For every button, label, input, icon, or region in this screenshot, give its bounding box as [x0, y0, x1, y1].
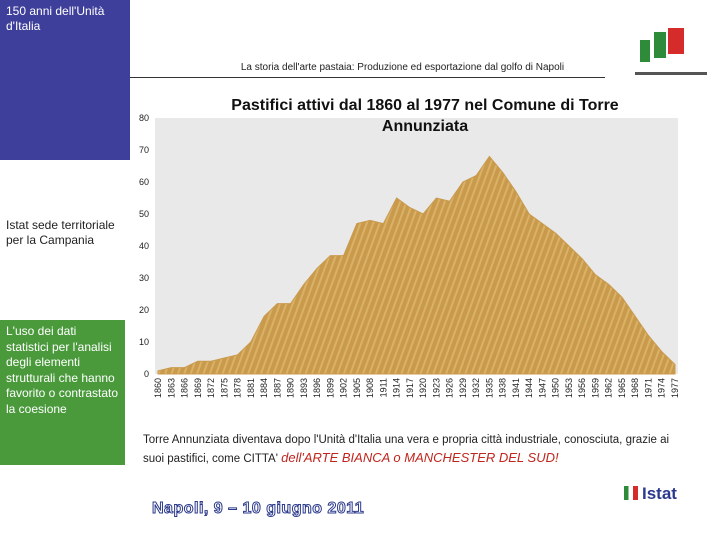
x-tick-label: 1908 — [365, 378, 375, 398]
logo-flag — [624, 486, 638, 500]
x-tick-label: 1941 — [511, 378, 521, 398]
x-tick-label: 1875 — [219, 378, 229, 398]
x-tick-label: 1920 — [418, 378, 428, 398]
x-tick-label: 1914 — [392, 378, 402, 398]
x-tick-label: 1935 — [484, 378, 494, 398]
x-tick-label: 1902 — [339, 378, 349, 398]
x-tick-label: 1884 — [259, 378, 269, 398]
x-tick-label: 1863 — [166, 378, 176, 398]
y-tick-label: 30 — [139, 273, 149, 283]
x-tick-label: 1974 — [657, 378, 667, 398]
x-tick-label: 1896 — [312, 378, 322, 398]
caption-text: Torre Annunziata diventava dopo l'Unità … — [143, 434, 670, 465]
caption: Torre Annunziata diventava dopo l'Unità … — [143, 432, 688, 468]
x-tick-label: 1881 — [246, 378, 256, 398]
x-tick-label: 1866 — [180, 378, 190, 398]
x-tick-label: 1917 — [405, 378, 415, 398]
x-tick-label: 1968 — [630, 378, 640, 398]
footer-event: Napoli, 9 – 10 giugno 2011 — [151, 500, 365, 518]
footer-logo: Istat — [642, 484, 677, 503]
x-tick-label: 1947 — [537, 378, 547, 398]
x-tick-label: 1977 — [670, 378, 680, 398]
x-tick-label: 1944 — [524, 378, 534, 398]
flag — [668, 28, 684, 54]
header-rule — [130, 77, 605, 78]
x-tick-label: 1899 — [325, 378, 335, 398]
x-tick-label: 1878 — [233, 378, 243, 398]
logo-flags — [635, 28, 707, 75]
x-tick-label: 1926 — [445, 378, 455, 398]
y-tick-label: 70 — [139, 145, 149, 155]
x-tick-label: 1929 — [458, 378, 468, 398]
logo-bar — [635, 72, 707, 75]
x-tick-label: 1953 — [564, 378, 574, 398]
x-tick-label: 1887 — [272, 378, 282, 398]
subtitle: La storia dell'arte pastaia: Produzione … — [240, 62, 565, 73]
x-tick-label: 1872 — [206, 378, 216, 398]
y-tick-label: 10 — [139, 337, 149, 347]
x-tick-label: 1950 — [551, 378, 561, 398]
chart-title: Pastifici attivi dal 1860 al 1977 nel Co… — [231, 97, 619, 135]
x-tick-label: 1911 — [378, 378, 388, 397]
x-tick-label: 1860 — [153, 378, 163, 398]
sidebar-topic: L'uso dei dati statistici per l'analisi … — [6, 324, 119, 416]
x-tick-label: 1932 — [471, 378, 481, 398]
x-tick-label: 1965 — [617, 378, 627, 398]
x-tick-label: 1890 — [286, 378, 296, 398]
x-tick-label: 1923 — [431, 378, 441, 398]
x-tick-label: 1971 — [643, 378, 653, 398]
x-tick-label: 1905 — [352, 378, 362, 398]
y-tick-label: 80 — [139, 113, 149, 123]
y-tick-label: 0 — [144, 369, 149, 379]
y-tick-label: 50 — [139, 209, 149, 219]
flag — [654, 32, 666, 58]
sidebar-office: Istat sede territoriale per la Campania — [6, 218, 115, 247]
y-tick-label: 40 — [139, 241, 149, 251]
x-tick-label: 1938 — [498, 378, 508, 398]
x-tick-label: 1869 — [193, 378, 203, 398]
badge-text: 150 anni dell'Unità d'Italia — [6, 4, 105, 33]
topic-box — [0, 320, 125, 465]
badge-box — [0, 0, 130, 160]
flag — [640, 40, 650, 62]
x-tick-label: 1959 — [590, 378, 600, 398]
y-tick-label: 60 — [139, 177, 149, 187]
x-tick-label: 1962 — [604, 378, 614, 398]
x-tick-label: 1956 — [577, 378, 587, 398]
x-tick-label: 1893 — [299, 378, 309, 398]
caption-highlight: dell'ARTE BIANCA o MANCHESTER DEL SUD! — [281, 450, 559, 465]
area — [157, 155, 676, 375]
y-tick-label: 20 — [139, 305, 149, 315]
